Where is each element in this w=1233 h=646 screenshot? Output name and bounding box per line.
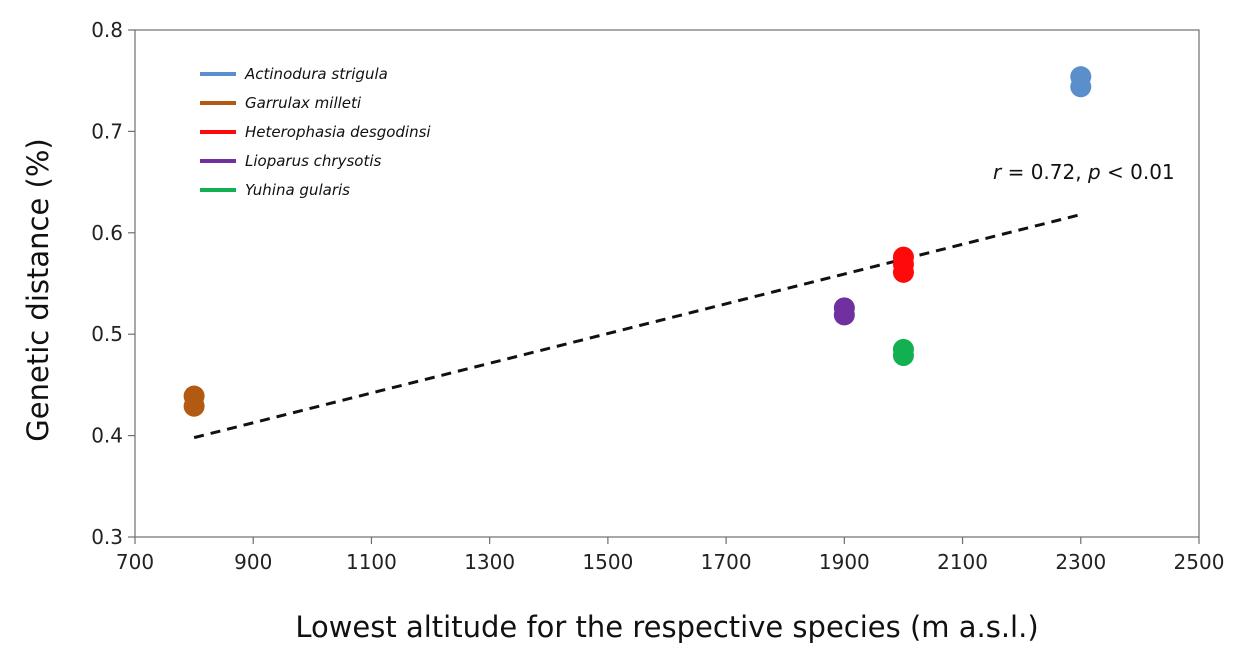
legend-label: Lioparus chrysotis: [245, 152, 382, 170]
y-tick-label: 0.4: [91, 424, 123, 448]
p-symbol: p: [1087, 160, 1101, 184]
x-tick-label: 1300: [464, 550, 515, 574]
y-tick-label: 0.6: [91, 221, 123, 245]
y-axis-ticks: 0.3 0.4 0.5 0.6 0.7 0.8: [91, 18, 135, 549]
legend-label: Actinodura strigula: [244, 65, 388, 83]
y-tick-label: 0.5: [91, 322, 123, 346]
legend-label: Garrulax milleti: [245, 94, 362, 112]
x-axis-ticks: 700 900 1100 1300 1500 1700 1900 2100 2300 2500: [116, 537, 1225, 574]
r-value: = 0.72,: [1001, 160, 1088, 184]
correlation-annotation: r = 0.72, p < 0.01: [993, 160, 1175, 184]
x-axis-title: Lowest altitude for the respective speci…: [295, 610, 1038, 644]
y-tick-label: 0.7: [91, 119, 123, 143]
data-points: [183, 66, 1092, 417]
x-tick-label: 2100: [937, 550, 988, 574]
data-point: [1070, 76, 1092, 98]
r-symbol: r: [993, 160, 1003, 184]
legend-label: Heterophasia desgodinsi: [245, 123, 431, 141]
data-point: [183, 395, 205, 417]
data-point: [892, 261, 914, 283]
y-axis-title: Genetic distance (%): [21, 138, 55, 441]
legend: Actinodura strigula Garrulax milleti Heter…: [200, 65, 431, 199]
x-tick-label: 2300: [1055, 550, 1106, 574]
legend-label: Yuhina gularis: [245, 181, 350, 199]
data-point: [833, 304, 855, 326]
y-tick-label: 0.8: [91, 18, 123, 42]
x-tick-label: 2500: [1174, 550, 1225, 574]
x-tick-label: 1500: [582, 550, 633, 574]
y-tick-label: 0.3: [91, 525, 123, 549]
x-tick-label: 1900: [819, 550, 870, 574]
x-tick-label: 1100: [346, 550, 397, 574]
data-point: [892, 344, 914, 366]
x-tick-label: 900: [234, 550, 272, 574]
x-tick-label: 1700: [701, 550, 752, 574]
trend-line: [193, 213, 1082, 440]
p-value: < 0.01: [1101, 160, 1175, 184]
plot-area: [134, 29, 1200, 538]
x-tick-label: 700: [116, 550, 154, 574]
